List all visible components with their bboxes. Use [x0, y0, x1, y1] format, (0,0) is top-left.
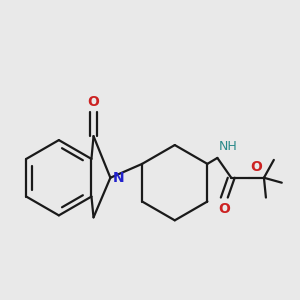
- Text: N: N: [112, 171, 124, 185]
- Text: O: O: [250, 160, 262, 174]
- Text: O: O: [88, 95, 100, 110]
- Text: NH: NH: [218, 140, 237, 153]
- Text: O: O: [218, 202, 230, 215]
